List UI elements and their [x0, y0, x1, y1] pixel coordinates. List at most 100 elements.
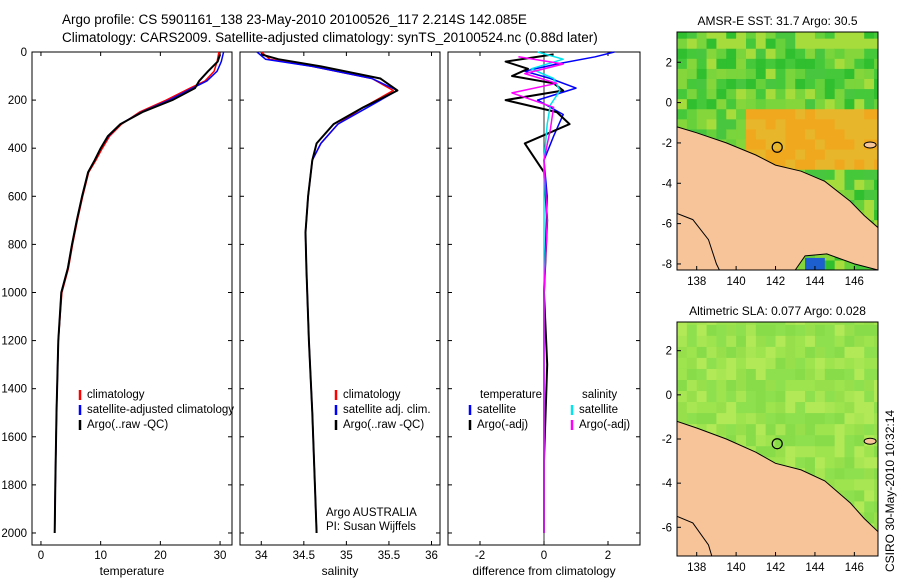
map-ocean-cell: [795, 324, 806, 336]
legend-label: Argo(..raw -QC): [343, 419, 424, 431]
map-ocean-cell: [677, 357, 688, 369]
map-ocean-cell: [874, 108, 878, 120]
map-ocean-cell: [864, 189, 875, 201]
map-ocean-cell: [854, 489, 865, 502]
map-ocean-cell: [824, 108, 836, 120]
map-ocean-cell: [805, 118, 816, 130]
x-tick-label: 36: [425, 550, 438, 562]
map-ocean-cell: [736, 401, 747, 414]
map-ocean-cell: [686, 322, 698, 325]
map-ocean-cell: [814, 138, 826, 150]
map-ocean-cell: [686, 58, 698, 69]
map-ocean-cell: [736, 346, 747, 358]
map-ocean-cell: [755, 68, 767, 79]
map-ocean-cell: [696, 78, 708, 90]
map-ocean-cell: [726, 108, 737, 120]
map-ocean-cell: [765, 38, 777, 49]
map-ocean-cell: [785, 68, 796, 79]
map-ocean-cell: [864, 179, 875, 190]
map-ocean-cell: [814, 88, 826, 100]
map-ocean-cell: [745, 98, 757, 110]
map-ocean-cell: [775, 68, 786, 79]
map-ocean-cell: [755, 390, 767, 403]
map-ocean-cell: [716, 128, 727, 140]
y-tick-label: 800: [8, 239, 27, 251]
map-ocean-cell: [775, 58, 786, 69]
map-ocean-cell: [844, 434, 855, 447]
map-ocean-cell: [745, 324, 757, 336]
y-tick-label: 0: [21, 47, 27, 59]
map-ocean-cell: [854, 434, 865, 447]
map-ocean-cell: [677, 379, 688, 392]
map-ocean-cell: [834, 128, 846, 140]
map-ocean-cell: [745, 434, 757, 447]
legend-label: satellite: [579, 404, 618, 416]
map-ocean-cell: [824, 138, 836, 150]
map-ocean-cell: [765, 78, 777, 90]
map-ocean-cell: [795, 322, 806, 325]
map-ocean-cell: [706, 401, 718, 414]
map-ocean-cell: [775, 108, 786, 120]
map-ocean-cell: [854, 423, 865, 436]
map-ocean-cell: [686, 390, 698, 403]
map-ocean-cell: [844, 489, 855, 502]
map-ocean-cell: [726, 390, 737, 403]
map-ocean-cell: [874, 500, 878, 513]
map-ocean-cell: [824, 412, 836, 425]
map-ocean-cell: [795, 48, 806, 59]
map-ocean-cell: [726, 138, 737, 150]
map-ocean-cell: [696, 324, 708, 336]
map-ocean-cell: [824, 169, 836, 180]
map-ocean-cell: [775, 412, 786, 425]
map-ocean-cell: [854, 322, 865, 325]
map-ocean-cell: [844, 189, 855, 201]
y-tick-label: 1400: [1, 384, 27, 396]
series-line-argo-raw-qc-: [53, 54, 222, 534]
map-ocean-cell: [834, 138, 846, 150]
map-ocean-cell: [765, 68, 777, 79]
map-ocean-cell: [716, 368, 727, 380]
map-ocean-cell: [706, 324, 718, 336]
map-ocean-cell: [854, 179, 865, 190]
x-tick-label: 35.5: [378, 550, 400, 562]
map-ocean-cell: [805, 401, 816, 414]
map-ocean-cell: [736, 128, 747, 140]
map-ocean-cell: [854, 324, 865, 336]
map-ocean-cell: [874, 48, 878, 59]
map-ocean-cell: [755, 412, 767, 425]
map-ocean-cell: [765, 48, 777, 59]
map-ocean-cell: [765, 108, 777, 120]
series-line-salinity-argo-adj-: [511, 56, 564, 533]
map-ocean-cell: [686, 32, 698, 39]
map-ocean-cell: [834, 88, 846, 100]
map-ocean-cell: [765, 434, 777, 447]
map-ocean-cell: [834, 108, 846, 120]
map-ocean-cell: [854, 390, 865, 403]
annotation-text: Argo AUSTRALIA: [326, 507, 417, 519]
map-ocean-cell: [874, 379, 878, 392]
map-ocean-cell: [824, 68, 836, 79]
map-ocean-cell: [745, 335, 757, 347]
island-manus: [863, 437, 877, 445]
map-ocean-cell: [686, 88, 698, 100]
map-ocean-cell: [696, 335, 708, 347]
map-ocean-cell: [706, 412, 718, 425]
map-ocean-cell: [677, 335, 688, 347]
map-ocean-cell: [785, 138, 796, 150]
map-ocean-cell: [716, 58, 727, 69]
map-ocean-cell: [854, 456, 865, 469]
map-ocean-cell: [854, 32, 865, 39]
map-ocean-cell: [864, 88, 875, 100]
map-ocean-cell: [834, 478, 846, 491]
map-ocean-cell: [736, 68, 747, 79]
map-ocean-cell: [814, 159, 826, 170]
map-ocean-cell: [716, 401, 727, 414]
map-ocean-cell: [775, 128, 786, 140]
map-ocean-cell: [716, 346, 727, 358]
map-ocean-cell: [805, 159, 816, 170]
map-ocean-cell: [706, 118, 718, 130]
map-ocean-cell: [716, 78, 727, 90]
map-ocean-cell: [874, 489, 878, 502]
x-tick-label: 10: [94, 550, 107, 562]
